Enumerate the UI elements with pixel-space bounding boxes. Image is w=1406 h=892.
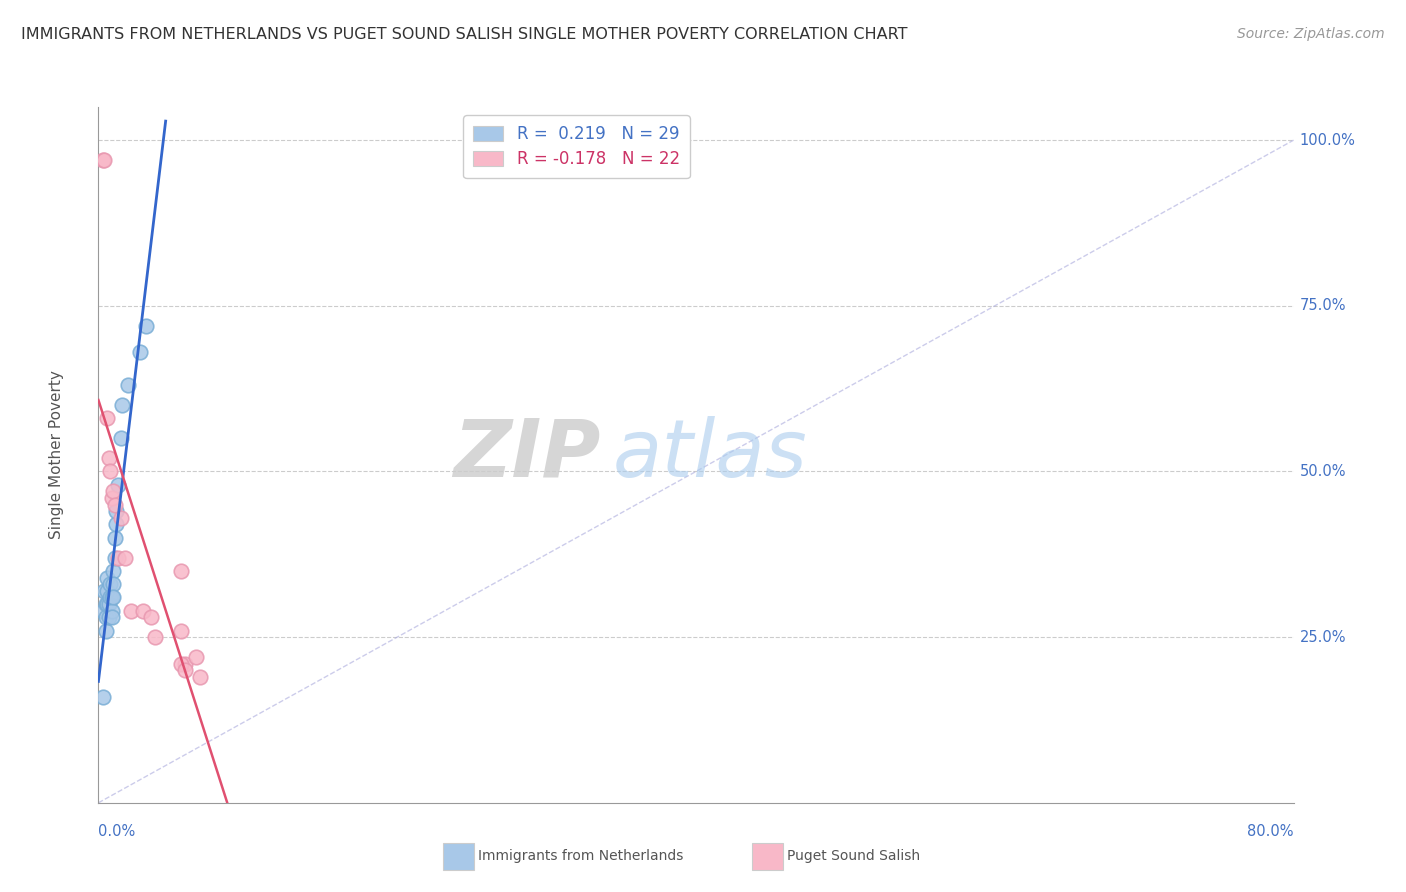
Point: [111, 398, 134, 412]
Point: [129, 345, 152, 359]
Text: 75.0%: 75.0%: [1299, 298, 1346, 313]
Point: [104, 550, 127, 565]
Point: [105, 504, 128, 518]
Point: [103, 591, 125, 605]
Point: [97, 597, 120, 611]
Point: [117, 378, 139, 392]
Text: 50.0%: 50.0%: [1299, 464, 1346, 479]
Point: [96, 411, 118, 425]
Legend: R =  0.219   N = 29, R = -0.178   N = 22: R = 0.219 N = 29, R = -0.178 N = 22: [463, 115, 690, 178]
Point: [104, 531, 127, 545]
Point: [103, 577, 125, 591]
Point: [105, 517, 128, 532]
Point: [169, 657, 191, 671]
Point: [98, 591, 122, 605]
Point: [98, 577, 122, 591]
Point: [96, 597, 118, 611]
Point: [91, 153, 114, 167]
Point: [120, 604, 142, 618]
Point: [101, 604, 124, 618]
Text: IMMIGRANTS FROM NETHERLANDS VS PUGET SOUND SALISH SINGLE MOTHER POVERTY CORRELAT: IMMIGRANTS FROM NETHERLANDS VS PUGET SOU…: [21, 27, 908, 42]
Point: [91, 604, 114, 618]
Point: [143, 630, 166, 644]
Point: [184, 650, 207, 665]
Point: [107, 477, 129, 491]
Point: [101, 491, 124, 505]
Point: [114, 550, 136, 565]
Text: Single Mother Poverty: Single Mother Poverty: [49, 370, 65, 540]
Text: Source: ZipAtlas.com: Source: ZipAtlas.com: [1237, 27, 1385, 41]
Point: [139, 610, 162, 624]
Point: [93, 583, 115, 598]
Point: [174, 663, 197, 677]
Point: [94, 610, 117, 624]
Text: Immigrants from Netherlands: Immigrants from Netherlands: [478, 849, 683, 863]
Point: [97, 610, 120, 624]
Point: [94, 624, 117, 638]
Text: 0.0%: 0.0%: [98, 823, 135, 838]
Text: 80.0%: 80.0%: [1247, 823, 1294, 838]
Text: 25.0%: 25.0%: [1299, 630, 1346, 645]
Text: ZIP: ZIP: [453, 416, 600, 494]
Text: 100.0%: 100.0%: [1299, 133, 1355, 148]
Point: [94, 597, 117, 611]
Point: [107, 550, 129, 565]
Point: [104, 498, 127, 512]
Point: [110, 431, 132, 445]
Point: [93, 153, 115, 167]
Point: [132, 604, 155, 618]
Point: [103, 484, 125, 499]
Point: [97, 451, 120, 466]
Text: Puget Sound Salish: Puget Sound Salish: [787, 849, 921, 863]
Point: [96, 570, 118, 584]
Point: [110, 511, 132, 525]
Point: [98, 465, 122, 479]
Point: [96, 583, 118, 598]
Point: [135, 318, 157, 333]
Point: [174, 657, 197, 671]
Text: atlas: atlas: [612, 416, 807, 494]
Point: [101, 591, 124, 605]
Point: [169, 564, 191, 578]
Point: [101, 610, 124, 624]
Point: [103, 564, 125, 578]
Point: [169, 624, 191, 638]
Point: [91, 690, 114, 704]
Point: [188, 670, 211, 684]
